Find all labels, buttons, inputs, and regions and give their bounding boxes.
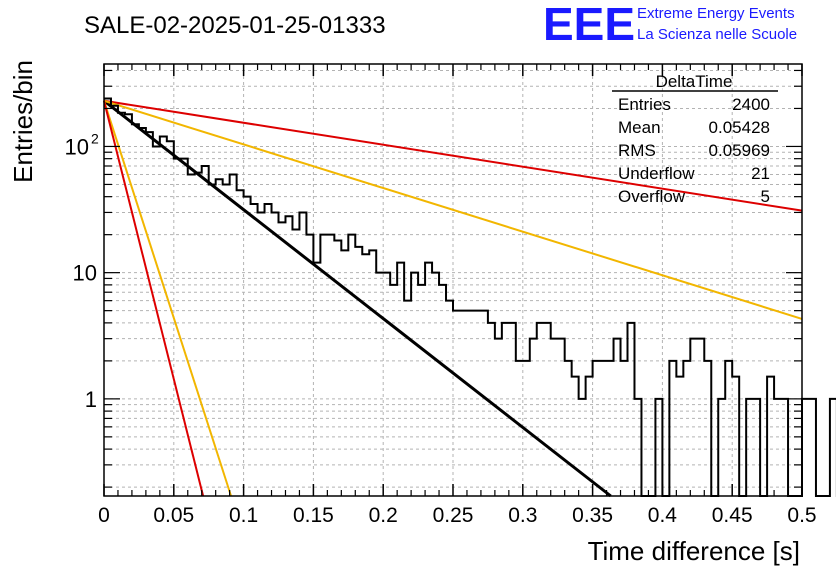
x-axis-ticks: 0 0.05 0.1 0.15 0.2 0.25 0.3 0.35 0.4 0.45 0.5 [98, 64, 817, 527]
x-axis-label: Time difference [s] [588, 536, 800, 566]
x-tick-label: 0.5 [787, 504, 816, 527]
stats-value: 5 [761, 187, 770, 206]
fit-curve-3 [103, 99, 803, 320]
x-tick-label: 0.05 [153, 504, 194, 527]
stats-value: 21 [751, 164, 770, 183]
fit-curve-5 [103, 100, 205, 497]
run-title: SALE-02-2025-01-25-01333 [84, 12, 386, 39]
stats-label: Entries [618, 95, 671, 114]
stats-label: Underflow [618, 164, 695, 183]
stats-label: Mean [618, 118, 661, 137]
y-tick-label: 10 [73, 261, 97, 286]
fit-curve-4 [103, 100, 232, 497]
y-tick-label: 1 [85, 387, 97, 412]
logo-subtitle-2: La Scienza nelle Scuole [637, 26, 797, 43]
x-tick-label: 0.2 [369, 504, 398, 527]
fit-curve-2 [103, 99, 803, 212]
x-tick-label: 0.15 [293, 504, 334, 527]
stats-label: RMS [618, 141, 656, 160]
x-tick-label: 0.1 [229, 504, 258, 527]
x-tick-label: 0.3 [508, 504, 537, 527]
x-tick-label: 0.35 [572, 504, 613, 527]
stats-box-title: DeltaTime [656, 72, 733, 91]
stats-value: 0.05428 [709, 118, 770, 137]
y-tick-label: 10 [65, 134, 89, 159]
logo-subtitle-1: Extreme Energy Events [637, 5, 795, 22]
stats-value: 0.05969 [709, 141, 770, 160]
grid-lines [104, 64, 802, 496]
eee-logo: EEE [543, 0, 635, 50]
stats-label: Overflow [618, 187, 686, 206]
histogram-line [104, 97, 836, 497]
x-tick-label: 0.4 [648, 504, 678, 527]
y-axis-label: Entries/bin [8, 60, 38, 183]
x-tick-label: 0.25 [433, 504, 474, 527]
x-tick-label: 0.45 [712, 504, 753, 527]
stats-box: DeltaTime Entries 2400 Mean 0.05428 RMS 0.059… [612, 72, 778, 206]
x-tick-label: 0 [98, 504, 110, 527]
y-tick-exponent: 2 [91, 130, 99, 146]
stats-value: 2400 [732, 95, 770, 114]
